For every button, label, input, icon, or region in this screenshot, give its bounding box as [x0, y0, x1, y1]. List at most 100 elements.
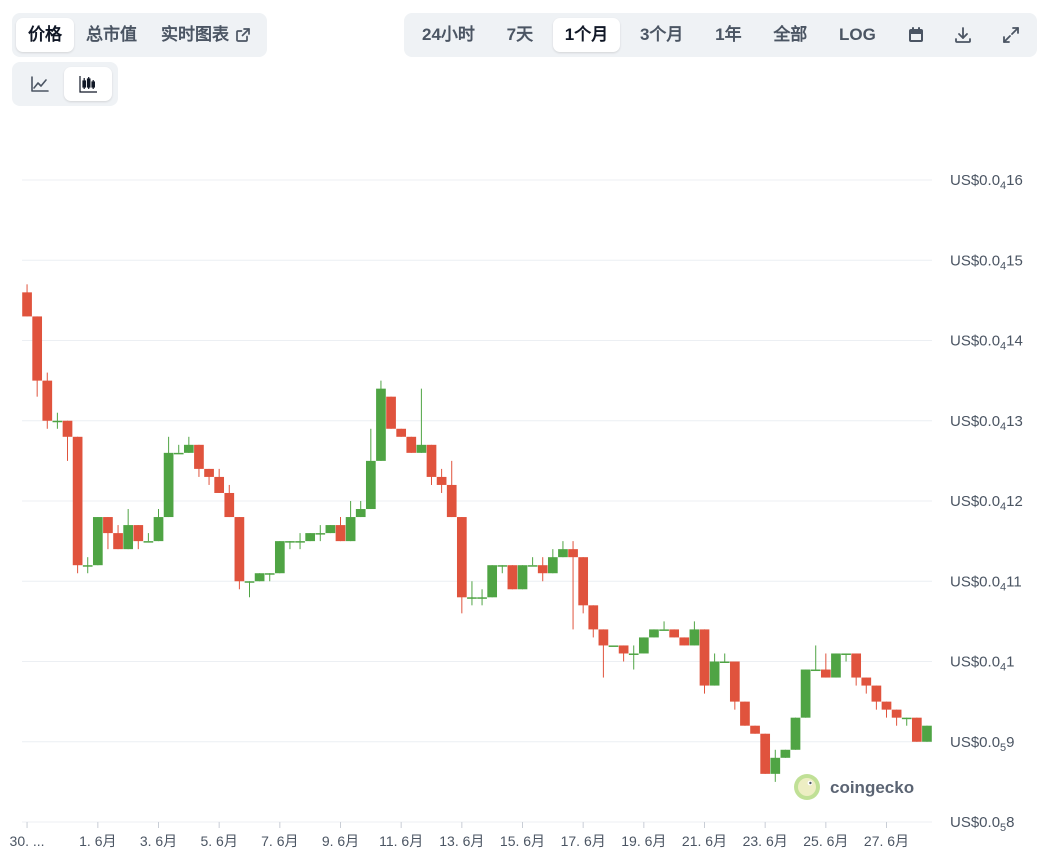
candle-body: [315, 533, 326, 535]
candle-body: [891, 709, 902, 718]
candle-body: [861, 677, 872, 686]
candle-body: [527, 565, 538, 567]
candle-body: [416, 444, 427, 453]
range-1y-button[interactable]: 1年: [703, 18, 753, 52]
candle: [851, 653, 862, 686]
range-24h-button[interactable]: 24小时: [410, 18, 487, 52]
candle: [143, 533, 154, 543]
candle: [881, 701, 892, 718]
candle: [285, 541, 295, 550]
candle: [911, 717, 922, 742]
candle-body: [608, 645, 619, 647]
candle-body: [588, 605, 599, 630]
line-chart-button[interactable]: [16, 67, 64, 101]
candle-body: [669, 629, 680, 638]
candle-body: [598, 629, 609, 646]
candle: [679, 637, 690, 646]
candle-body: [477, 597, 487, 599]
candle: [507, 565, 518, 590]
x-tick-label: 25. 6月: [803, 833, 848, 849]
calendar-icon: [907, 26, 925, 44]
candle-body: [426, 444, 437, 477]
candle-body: [800, 669, 811, 718]
candle-body: [365, 460, 376, 510]
candlestick-button[interactable]: [64, 67, 112, 101]
candle-body: [82, 565, 93, 567]
range-1y-label: 1年: [715, 25, 742, 44]
candle: [32, 316, 43, 397]
candle: [103, 517, 113, 550]
candle: [831, 653, 841, 678]
y-tick-label: US$0.0414: [950, 333, 1023, 353]
candle-body: [719, 661, 730, 663]
candle-body: [355, 509, 366, 518]
candle-body: [396, 428, 407, 437]
y-tick-label: US$0.059: [950, 734, 1015, 754]
candle-body: [133, 525, 144, 542]
tab-live-chart-label: 实时图表: [161, 25, 229, 44]
candle: [760, 733, 771, 774]
range-7d-button[interactable]: 7天: [495, 18, 545, 52]
candle: [305, 533, 316, 542]
candle-body: [183, 444, 194, 453]
candle-body: [234, 517, 245, 582]
candle-body: [699, 629, 710, 686]
candle-body: [901, 717, 912, 720]
range-1m-button[interactable]: 1个月: [552, 18, 621, 52]
candle-body: [740, 701, 750, 726]
candle-body: [224, 492, 235, 518]
candle-body: [92, 517, 103, 566]
download-button[interactable]: [943, 18, 983, 52]
candle: [810, 645, 821, 672]
candle: [871, 685, 882, 710]
candle-body: [285, 541, 295, 543]
candle-body: [456, 517, 467, 598]
range-24h-label: 24小时: [422, 25, 475, 44]
candle: [365, 428, 376, 510]
candle-body: [851, 653, 862, 678]
tab-price[interactable]: 价格: [16, 18, 74, 52]
candle-body: [194, 444, 204, 469]
calendar-button[interactable]: [896, 18, 936, 52]
y-tick-label: US$0.058: [950, 814, 1015, 834]
candle-body: [386, 396, 396, 429]
range-3m-button[interactable]: 3个月: [628, 18, 695, 52]
candle-body: [568, 549, 578, 558]
range-1m-label: 1个月: [564, 25, 609, 44]
x-axis: 30. ... 1. 6月 3. 6月 5. 6月 7. 6月 9. 6月 11. 6月 13…: [10, 822, 909, 849]
range-all-label: 全部: [773, 25, 808, 44]
tab-market-cap[interactable]: 总市值: [74, 18, 149, 52]
candle: [740, 701, 750, 726]
candle-body: [204, 468, 214, 477]
candle-body: [831, 653, 841, 678]
range-3m-label: 3个月: [639, 25, 684, 44]
candle: [396, 428, 407, 437]
candle: [335, 517, 346, 542]
fullscreen-button[interactable]: [991, 18, 1031, 52]
tab-live-chart[interactable]: 实时图表: [149, 18, 263, 52]
candle: [22, 284, 32, 317]
candle: [780, 749, 791, 758]
candle: [517, 565, 528, 590]
candle-body: [325, 525, 336, 534]
y-tick-label: US$0.0416: [950, 172, 1023, 192]
log-scale-button[interactable]: LOG: [827, 18, 888, 52]
candle: [608, 645, 619, 647]
candle: [477, 589, 487, 606]
candle-body: [517, 565, 528, 590]
x-tick-label: 27. 6月: [864, 833, 909, 849]
x-tick-label: 19. 6月: [621, 833, 666, 849]
time-range-selector: 24小时 7天 1个月 3个月 1年 全部 LOG: [404, 13, 1037, 57]
candle: [659, 621, 669, 631]
range-7d-label: 7天: [506, 25, 534, 44]
candle-body: [274, 541, 285, 574]
candle-body: [436, 476, 447, 485]
candle: [194, 444, 204, 477]
x-tick-label: 1. 6月: [79, 833, 116, 849]
chart-gridlines: [22, 179, 932, 823]
candle-body: [628, 653, 639, 655]
range-all-button[interactable]: 全部: [761, 18, 819, 52]
tab-market-cap-label: 总市值: [86, 25, 137, 44]
watermark-text: coingecko: [830, 778, 914, 797]
